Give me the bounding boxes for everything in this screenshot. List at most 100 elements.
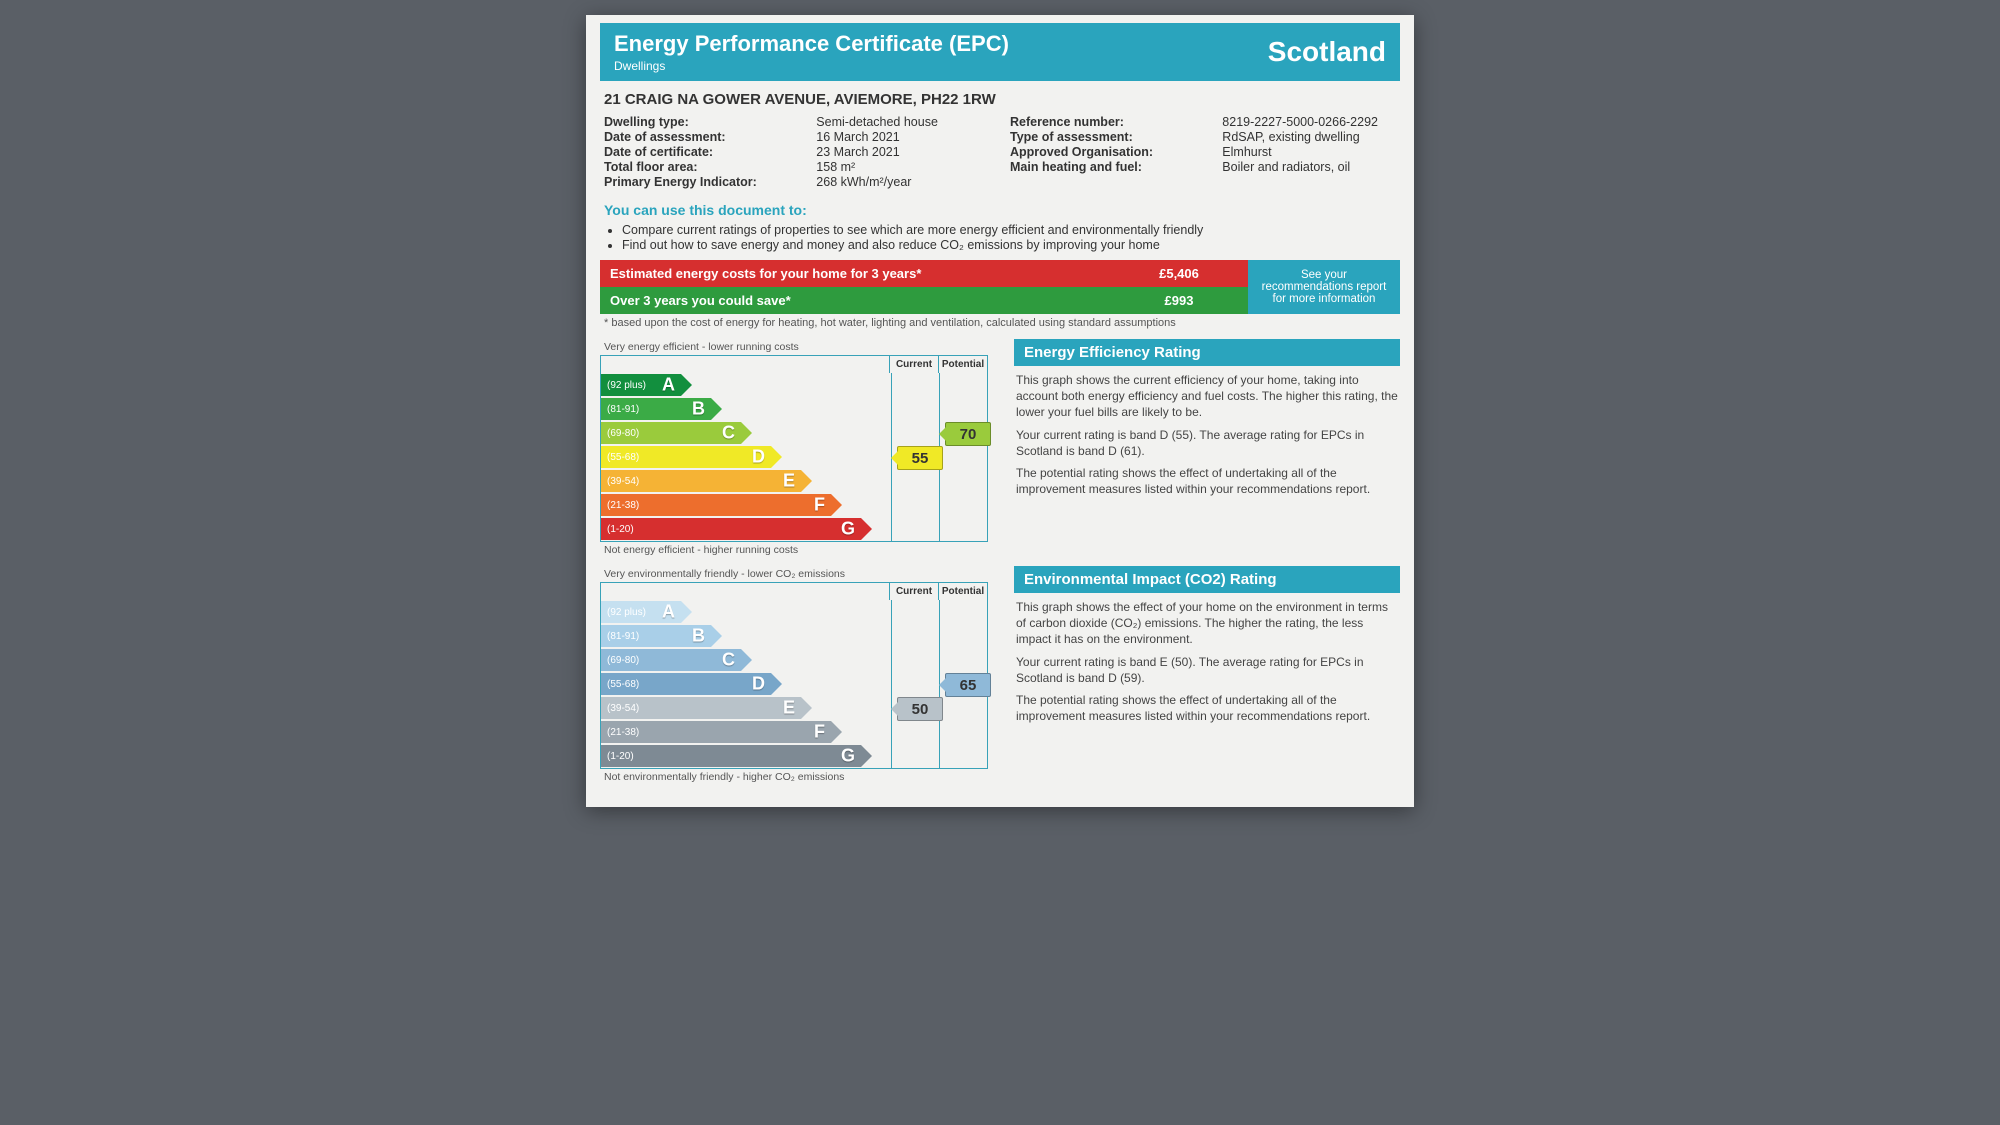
band-letter: B: [692, 399, 705, 420]
header-left: Energy Performance Certificate (EPC) Dwe…: [614, 31, 1009, 73]
detail-label: Date of assessment:: [604, 130, 816, 144]
col-current-header: Current: [889, 356, 938, 373]
rating-band-row: (81-91) B: [601, 397, 987, 421]
band-range: (55-68): [601, 679, 639, 690]
col-potential-header: Potential: [938, 583, 987, 600]
band-range: (39-54): [601, 476, 639, 487]
potential-rating-marker: 70: [945, 422, 991, 446]
rating-band-row: (1-20) G: [601, 744, 987, 768]
rating-band-c: (69-80) C: [601, 422, 741, 444]
cost-sidebar: See your recommendations report for more…: [1248, 260, 1400, 314]
band-range: (21-38): [601, 727, 639, 738]
epc-document: Energy Performance Certificate (EPC) Dwe…: [586, 15, 1414, 807]
rating-band-f: (21-38)F: [601, 494, 831, 516]
band-range: (92 plus): [601, 380, 646, 391]
rating-band-d: (55-68)D: [601, 673, 771, 695]
rating-band-row: (69-80)C: [601, 648, 987, 672]
col-potential-header: Potential: [938, 356, 987, 373]
rating-band-b: (81-91)B: [601, 625, 711, 647]
band-letter: C: [722, 650, 735, 671]
detail-row: Approved Organisation:Elmhurst: [1010, 145, 1396, 159]
detail-value: RdSAP, existing dwelling: [1222, 130, 1396, 144]
details-right-col: Reference number:8219-2227-5000-0266-229…: [1010, 114, 1396, 190]
detail-label: Total floor area:: [604, 160, 816, 174]
rating-band-e: (39-54)E: [601, 697, 801, 719]
environmental-section: Very environmentally friendly - lower CO…: [600, 566, 1400, 793]
environmental-chart: CurrentPotential (92 plus) A(81-91)B(69-80…: [600, 582, 988, 769]
cost-save-value: £993: [1110, 287, 1248, 314]
detail-label: Date of certificate:: [604, 145, 816, 159]
rating-band-row: (39-54) E: [601, 469, 987, 493]
detail-row: Primary Energy Indicator:268 kWh/m²/year: [604, 175, 990, 189]
detail-label: Approved Organisation:: [1010, 145, 1222, 159]
detail-row: Date of assessment:16 March 2021: [604, 130, 990, 144]
detail-value: 158 m²: [816, 160, 990, 174]
rating-band-row: (21-38)F: [601, 493, 987, 517]
detail-value: 8219-2227-5000-0266-2292: [1222, 115, 1396, 129]
detail-value: Elmhurst: [1222, 145, 1396, 159]
band-letter: A: [662, 375, 675, 396]
environmental-text-col: Environmental Impact (CO2) Rating This g…: [1014, 566, 1400, 793]
detail-label: Reference number:: [1010, 115, 1222, 129]
rating-band-row: (1-20)G: [601, 517, 987, 541]
detail-row: Date of certificate:23 March 2021: [604, 145, 990, 159]
band-range: (69-80): [601, 428, 639, 439]
detail-row: Main heating and fuel:Boiler and radiato…: [1010, 160, 1396, 174]
band-letter: B: [692, 626, 705, 647]
cost-estimated-label: Estimated energy costs for your home for…: [600, 260, 1110, 287]
current-rating-marker: 50: [897, 697, 943, 721]
header-band: Energy Performance Certificate (EPC) Dwe…: [600, 23, 1400, 81]
detail-label: Dwelling type:: [604, 115, 816, 129]
efficiency-p1: This graph shows the current efficiency …: [1016, 372, 1398, 421]
rating-band-row: (69-80) C: [601, 421, 987, 445]
detail-value: 16 March 2021: [816, 130, 990, 144]
environmental-p2: Your current rating is band E (50). The …: [1016, 654, 1398, 686]
detail-label: Type of assessment:: [1010, 130, 1222, 144]
detail-value: 268 kWh/m²/year: [816, 175, 990, 189]
property-address: 21 CRAIG NA GOWER AVENUE, AVIEMORE, PH22…: [600, 81, 1400, 114]
rating-band-c: (69-80)C: [601, 649, 741, 671]
rating-band-g: (1-20) G: [601, 745, 861, 767]
cost-footnote: * based upon the cost of energy for heat…: [600, 314, 1400, 339]
rating-band-b: (81-91) B: [601, 398, 711, 420]
rating-band-a: (92 plus) A: [601, 374, 681, 396]
band-range: (1-20): [601, 751, 634, 762]
band-letter: A: [662, 602, 675, 623]
usage-list: Compare current ratings of properties to…: [600, 223, 1400, 252]
efficiency-chart: CurrentPotential(92 plus)A(81-91)B(69-80…: [600, 355, 988, 542]
usage-item: Compare current ratings of properties to…: [622, 223, 1400, 237]
band-letter: E: [783, 471, 795, 492]
detail-label: Primary Energy Indicator:: [604, 175, 816, 189]
current-rating-marker: 55: [897, 446, 943, 470]
detail-row: Total floor area:158 m²: [604, 160, 990, 174]
band-letter: E: [783, 698, 795, 719]
rating-band-d: (55-68) D: [601, 446, 771, 468]
col-current-header: Current: [889, 583, 938, 600]
band-range: (55-68): [601, 452, 639, 463]
efficiency-section: Very energy efficient - lower running co…: [600, 339, 1400, 566]
rating-band-row: (92 plus) A: [601, 600, 987, 624]
band-range: (1-20): [601, 524, 634, 535]
band-range: (81-91): [601, 404, 639, 415]
rating-band-row: (21-38)F: [601, 720, 987, 744]
detail-value: Boiler and radiators, oil: [1222, 160, 1396, 174]
band-letter: D: [752, 447, 765, 468]
efficiency-text-col: Energy Efficiency Rating This graph show…: [1014, 339, 1400, 566]
efficiency-header: Energy Efficiency Rating: [1014, 339, 1400, 366]
usage-item: Find out how to save energy and money an…: [622, 238, 1400, 252]
cost-save-label: Over 3 years you could save*: [600, 287, 1110, 314]
detail-row: Type of assessment:RdSAP, existing dwell…: [1010, 130, 1396, 144]
efficiency-p2: Your current rating is band D (55). The …: [1016, 427, 1398, 459]
detail-value: Semi-detached house: [816, 115, 990, 129]
cost-rows: Estimated energy costs for your home for…: [600, 260, 1248, 314]
doc-subtitle: Dwellings: [614, 59, 1009, 73]
efficiency-p3: The potential rating shows the effect of…: [1016, 465, 1398, 497]
rating-band-f: (21-38)F: [601, 721, 831, 743]
env-caption-top: Very environmentally friendly - lower CO…: [604, 568, 996, 580]
detail-value: 23 March 2021: [816, 145, 990, 159]
usage-title: You can use this document to:: [600, 198, 1400, 222]
band-range: (92 plus): [601, 607, 646, 618]
efficiency-chart-col: Very energy efficient - lower running co…: [600, 339, 1000, 566]
band-letter: G: [841, 746, 855, 767]
band-letter: C: [722, 423, 735, 444]
